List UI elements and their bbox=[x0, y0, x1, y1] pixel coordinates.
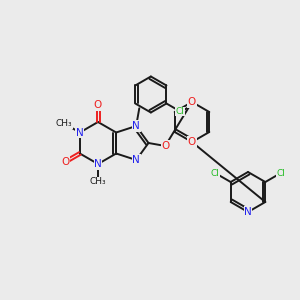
Text: Cl: Cl bbox=[277, 169, 285, 178]
Text: Cl: Cl bbox=[176, 107, 185, 116]
Text: CH₃: CH₃ bbox=[90, 178, 106, 187]
Text: O: O bbox=[94, 100, 102, 110]
Text: O: O bbox=[188, 137, 196, 147]
Text: CH₃: CH₃ bbox=[56, 119, 72, 128]
Text: O: O bbox=[188, 97, 196, 107]
Text: N: N bbox=[244, 207, 252, 217]
Text: N: N bbox=[94, 159, 102, 169]
Text: O: O bbox=[61, 157, 69, 167]
Text: N: N bbox=[132, 155, 140, 165]
Text: O: O bbox=[161, 141, 170, 151]
Text: N: N bbox=[132, 121, 140, 131]
Text: Cl: Cl bbox=[211, 169, 220, 178]
Text: N: N bbox=[76, 128, 84, 137]
